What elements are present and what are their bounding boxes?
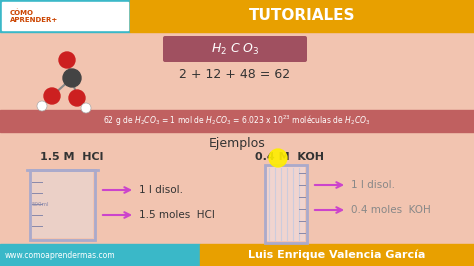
Circle shape bbox=[59, 52, 75, 68]
Text: 62 g de $H_2CO_3$ = 1 mol de $H_2CO_3$ = 6.023 x 10$^{23}$ moléculas de $H_2CO_3: 62 g de $H_2CO_3$ = 1 mol de $H_2CO_3$ =… bbox=[103, 114, 371, 128]
Text: CÓMO
APRENDER+: CÓMO APRENDER+ bbox=[10, 10, 58, 23]
Bar bbox=[2, 2, 128, 30]
Circle shape bbox=[44, 88, 60, 104]
Circle shape bbox=[69, 90, 85, 106]
Circle shape bbox=[81, 103, 91, 113]
Text: www.comoaprendermas.com: www.comoaprendermas.com bbox=[5, 251, 116, 260]
Text: 2 + 12 + 48 = 62: 2 + 12 + 48 = 62 bbox=[180, 68, 291, 81]
Text: 1 l disol.: 1 l disol. bbox=[139, 185, 183, 195]
Bar bbox=[0, 110, 474, 132]
Bar bbox=[130, 0, 474, 32]
Bar bbox=[0, 32, 474, 244]
Circle shape bbox=[269, 149, 287, 167]
FancyBboxPatch shape bbox=[163, 36, 307, 62]
Bar bbox=[200, 244, 474, 266]
Bar bbox=[267, 167, 305, 241]
Text: 1.5 moles  HCl: 1.5 moles HCl bbox=[139, 210, 215, 220]
Text: 1 l disol.: 1 l disol. bbox=[351, 180, 395, 190]
Text: 500ml: 500ml bbox=[32, 202, 49, 207]
Text: $H_2$ $C$ $O_3$: $H_2$ $C$ $O_3$ bbox=[210, 41, 259, 57]
Text: 0.4 moles  KOH: 0.4 moles KOH bbox=[351, 205, 431, 215]
Bar bbox=[0, 0, 130, 32]
Text: 0.4 M  KOH: 0.4 M KOH bbox=[255, 152, 324, 162]
Text: 1.5 M  HCl: 1.5 M HCl bbox=[40, 152, 103, 162]
Text: Luis Enrique Valencia García: Luis Enrique Valencia García bbox=[248, 250, 426, 260]
Text: TUTORIALES: TUTORIALES bbox=[249, 9, 355, 23]
Bar bbox=[30, 170, 95, 240]
Bar bbox=[265, 165, 307, 243]
Text: Ejemplos: Ejemplos bbox=[209, 136, 265, 149]
Circle shape bbox=[37, 101, 47, 111]
Bar bbox=[0, 244, 200, 266]
Circle shape bbox=[63, 69, 81, 87]
Bar bbox=[32, 172, 93, 238]
